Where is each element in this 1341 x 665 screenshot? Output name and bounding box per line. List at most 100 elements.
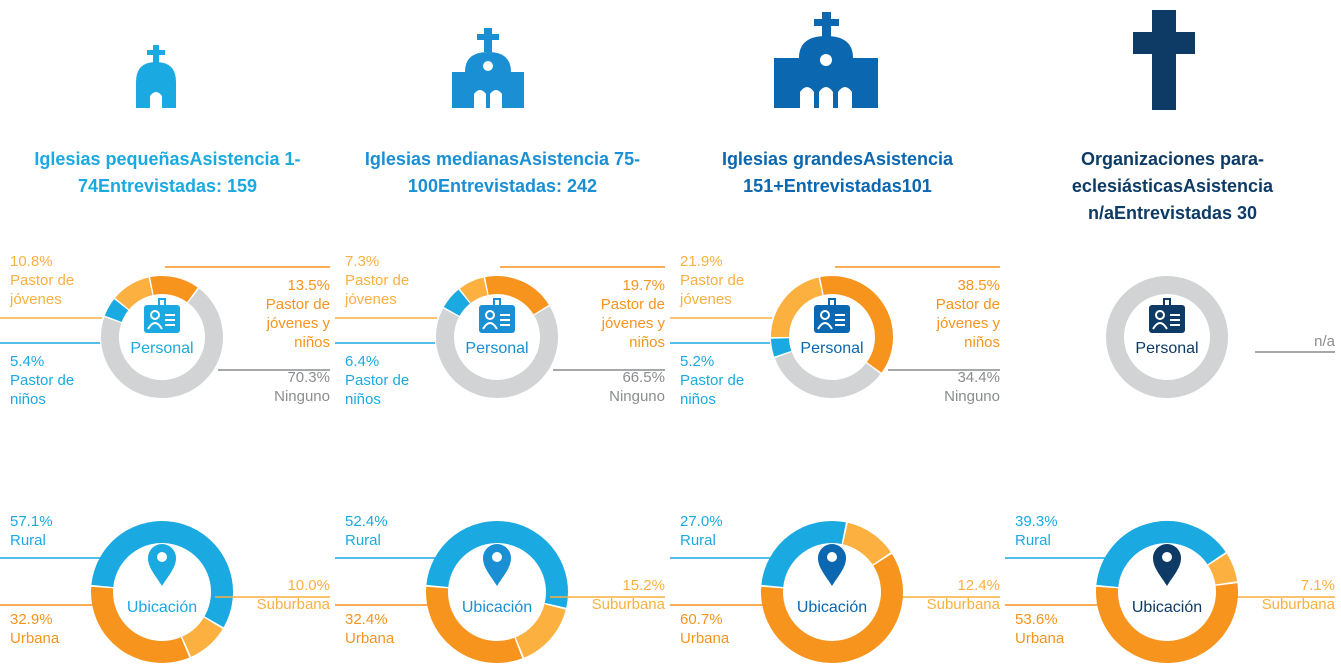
center-label: Personal [1135,340,1198,357]
data-label: 34.4% Ninguno [916,368,1000,406]
value-label: 19.7% [622,277,665,294]
badge-person [820,310,830,320]
data-label: 38.5% Pastor de jóvenes y niños [916,276,1000,352]
donut-segment [101,288,223,398]
data-label: 7.3% Pastor de jóvenes [345,252,429,309]
badge-clip [493,298,501,308]
donut-segment [771,337,792,357]
center-label: Ubicación [797,599,867,616]
value-label: 52.4% [345,513,388,530]
title-line: Iglesias grandes [721,149,864,169]
donut-segment [115,277,153,310]
category-label: Ninguno [609,388,665,405]
icon-small-church [136,45,176,108]
badge-body [147,322,163,330]
donut-segment [459,277,488,304]
donut-segment [485,276,549,315]
category-label: Urbana [680,630,730,647]
value-label: 7.1% [1300,577,1335,594]
value-label: 32.9% [10,611,53,628]
value-label: 60.7% [680,611,723,628]
value-label: 70.3% [287,369,330,386]
column-title: Iglesias pequeñasAsistencia 1-74Entrevis… [0,146,335,200]
category-label: Urbana [1015,630,1065,647]
data-label: 6.4% Pastor de niños [345,352,429,409]
badge-person [485,310,495,320]
category-label: Pastor de niños [345,372,410,408]
donut-segment [1096,583,1238,663]
donut-segment [770,277,823,338]
donut-segment [761,521,846,588]
data-label: 10.8% Pastor de jóvenes [10,252,94,309]
donut-segment [1096,521,1226,588]
title-line: Organizaciones para-eclesiásticas [1071,149,1265,196]
pin-icon [818,544,846,586]
title-line: Asistencia 151+ [743,149,954,196]
value-label: 66.5% [622,369,665,386]
category-label: Ninguno [274,388,330,405]
category-label: Rural [10,532,46,549]
value-label: 21.9% [680,253,723,270]
data-label: 52.4% Rural [345,512,429,550]
value-label: 10.0% [287,577,330,594]
donut-segment [426,586,523,663]
column-title: Organizaciones para-eclesiásticasAsisten… [1005,146,1340,227]
category-label: Pastor de jóvenes [345,272,410,308]
pin-hole [157,552,167,562]
note: n/a [1314,333,1335,350]
column-title: Iglesias grandesAsistencia 151+Entrevist… [670,146,1005,200]
center-label: Personal [130,340,193,357]
category-label: Suburbana [1261,596,1335,613]
value-label: 34.4% [957,369,1000,386]
pin-icon [148,544,176,586]
pin-hole [492,552,502,562]
badge-body [817,322,833,330]
icon-large-church [774,12,878,108]
donut-segment [426,521,568,608]
donut-segment [820,276,893,373]
data-label: 10.0% Suburbana [246,576,330,614]
center-label: Ubicación [127,599,197,616]
donut-segment [443,289,471,317]
donut-ring [1106,276,1228,398]
category-label: Suburbana [256,596,330,613]
center-label: Ubicación [1132,599,1202,616]
value-label: 7.3% [345,253,380,270]
badge-person [150,310,160,320]
data-label: 27.0% Rural [680,512,764,550]
badge-person [1155,310,1165,320]
donut-segment [181,617,223,657]
title-line: Entrevistadas: 242 [437,176,598,196]
value-label: 27.0% [680,513,723,530]
donut-segment [436,306,558,398]
donut-segment [104,299,129,323]
data-label: 32.4% Urbana [345,610,429,648]
data-label: 13.5% Pastor de jóvenes y niños [246,276,330,352]
value-label: 38.5% [957,277,1000,294]
value-label: 39.3% [1015,513,1058,530]
value-label: 15.2% [622,577,665,594]
category-label: Rural [345,532,381,549]
title-line: Entrevistadas: 159 [97,176,258,196]
donut-segment [842,522,891,565]
data-label: 57.1% Rural [10,512,94,550]
title-line: Asistencia n/a [1087,176,1274,223]
title-line: Entrevistadas101 [783,176,932,196]
data-label: 19.7% Pastor de jóvenes y niños [581,276,665,352]
donut-segment [91,586,190,663]
pin-hole [1162,552,1172,562]
icon-medium-church [452,28,524,108]
data-label: 39.3% Rural [1015,512,1099,550]
icon-cross [1133,10,1195,110]
badge-body [1152,322,1168,330]
value-label: 10.8% [10,253,53,270]
data-label: 12.4% Suburbana [916,576,1000,614]
category-label: Suburbana [591,596,665,613]
pin-icon [483,544,511,586]
category-label: Pastor de jóvenes y niños [600,296,665,351]
pin-icon [1153,544,1181,586]
badge-clip [828,298,836,308]
data-label: 5.2% Pastor de niños [680,352,764,409]
title-line: Iglesias medianas [364,149,520,169]
